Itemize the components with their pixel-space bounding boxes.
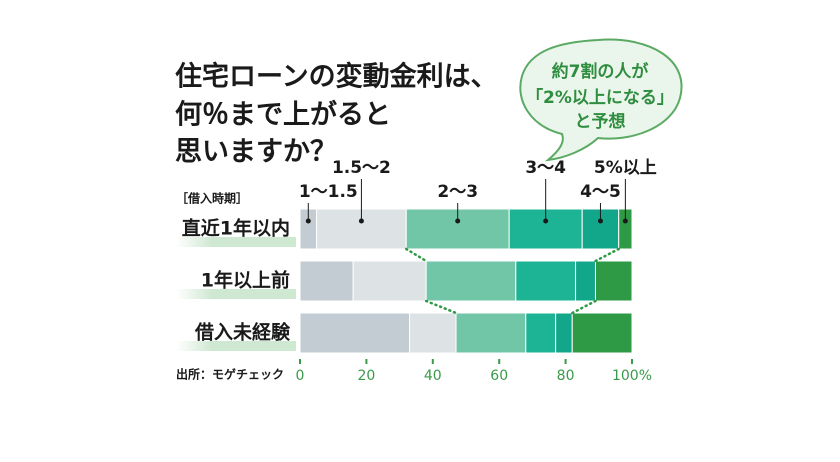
row-underline xyxy=(176,237,296,247)
row-label: 1年以上前 xyxy=(201,269,290,292)
callout-line: 約7割の人が xyxy=(552,61,649,82)
x-tick-label: 0 xyxy=(296,368,305,384)
source: 出所：モゲチェック xyxy=(176,367,284,382)
legend-label: 4～5 xyxy=(580,182,621,202)
callout-bubble xyxy=(519,38,683,162)
connector xyxy=(424,299,458,315)
legend-dot xyxy=(455,218,461,224)
legend-label: 3～4 xyxy=(525,158,566,178)
row-label: 借入未経験 xyxy=(194,321,291,344)
legend-dot xyxy=(358,218,364,224)
legend-dot xyxy=(597,218,603,224)
bar-segment xyxy=(575,260,596,302)
callout-line: と予想 xyxy=(575,111,626,132)
callout-line: 「2%以上になる」 xyxy=(526,87,674,108)
row-underline xyxy=(176,289,296,299)
x-tick-label: 100% xyxy=(612,368,652,384)
legend-dot xyxy=(622,218,628,224)
connector xyxy=(570,299,597,315)
bar-segment xyxy=(352,260,427,302)
title-line: 住宅ローンの変動金利は、 xyxy=(175,61,498,93)
bar-segment xyxy=(299,312,411,354)
title-line: 何％まで上がると xyxy=(175,99,391,131)
connector xyxy=(404,247,428,263)
bar-segment xyxy=(409,312,457,354)
row-underline xyxy=(176,341,296,351)
legend-label: 2～3 xyxy=(437,182,478,202)
x-tick-label: 80 xyxy=(557,368,575,384)
legend-label: 5%以上 xyxy=(594,158,657,178)
legend-label: 1.5～2 xyxy=(332,158,391,178)
x-tick-label: 60 xyxy=(490,368,508,384)
title-line: 思いますか？ xyxy=(175,137,337,168)
legend-label: 1～1.5 xyxy=(299,182,358,202)
bar-segment xyxy=(555,312,573,354)
x-tick-label: 20 xyxy=(357,368,375,384)
bar-segment xyxy=(525,312,557,354)
bar-segment xyxy=(425,260,517,302)
row-label: 直近1年以内 xyxy=(182,217,290,240)
x-tick-label: 40 xyxy=(424,368,442,384)
legend-dot xyxy=(543,218,549,224)
bar-segment xyxy=(455,312,527,354)
bar-segment xyxy=(515,260,577,302)
group-label: ［借入時期］ xyxy=(176,191,248,206)
connector xyxy=(594,247,620,263)
bar-segment xyxy=(571,312,633,354)
bar-segment xyxy=(299,260,354,302)
legend-dot xyxy=(305,218,311,224)
bar-segment xyxy=(594,260,633,302)
